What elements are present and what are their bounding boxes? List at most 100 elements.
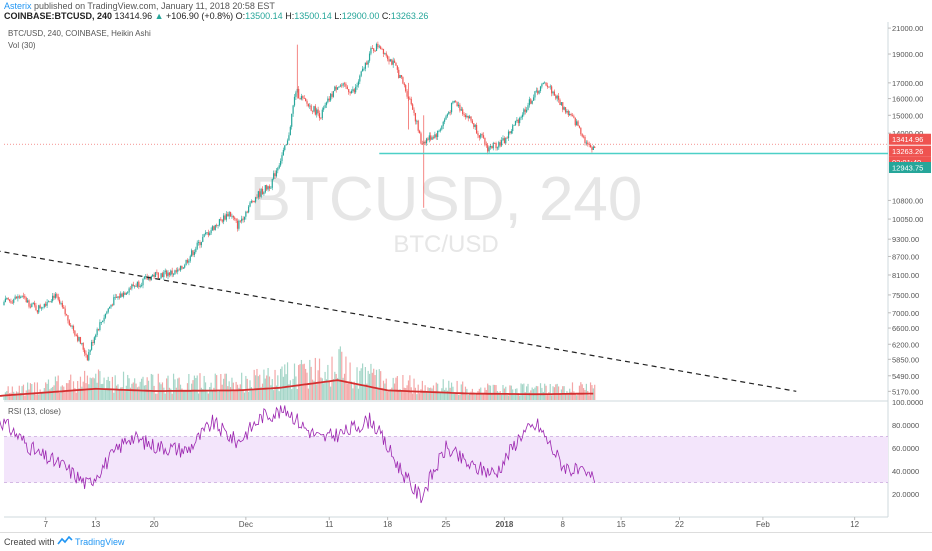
candle-body	[64, 308, 66, 315]
candle-body	[519, 118, 521, 124]
candle-body	[392, 60, 394, 65]
candle-body	[576, 121, 578, 126]
volume-bar	[150, 373, 152, 400]
candle-body	[181, 265, 183, 269]
volume-bar	[341, 351, 343, 400]
candle-body	[10, 300, 12, 303]
volume-bar	[564, 394, 567, 400]
candle-body	[39, 305, 41, 309]
candle-body	[288, 135, 290, 141]
volume-bar	[585, 383, 587, 400]
candle-body	[591, 147, 593, 150]
volume-bar	[96, 382, 98, 400]
rsi-tick-label: 20.0000	[892, 490, 919, 499]
candle-body	[520, 117, 522, 119]
volume-bar	[82, 381, 84, 400]
volume-bar	[154, 393, 157, 400]
candle-body	[256, 197, 258, 199]
rsi-tick-label: 40.0000	[892, 467, 919, 476]
volume-bar	[439, 392, 442, 400]
volume-bar	[250, 387, 253, 400]
candle-body	[29, 306, 32, 308]
candle-body	[471, 120, 474, 124]
candle-body	[86, 355, 88, 361]
candle-body	[348, 89, 350, 93]
change-arrow: ▲	[154, 11, 164, 21]
candle-body	[191, 250, 193, 257]
candle-body	[402, 77, 404, 84]
candle-body	[100, 322, 102, 323]
candle-body	[248, 206, 250, 213]
volume-bar	[306, 372, 308, 400]
candle-body	[42, 306, 44, 308]
candle-body	[521, 114, 524, 118]
candle-body	[496, 147, 499, 149]
volume-bar	[121, 387, 123, 400]
candle-body	[174, 270, 176, 274]
volume-bar	[430, 387, 432, 400]
volume-bar	[254, 375, 257, 400]
candle-body	[197, 242, 200, 243]
time-tick-label: Dec	[239, 520, 253, 529]
candle-body	[93, 337, 95, 343]
candle-body	[157, 272, 159, 279]
candle-body	[134, 285, 136, 287]
candle-body	[453, 101, 455, 102]
volume-bar	[248, 391, 250, 400]
candle-body	[242, 218, 244, 220]
candle-body	[141, 285, 143, 287]
volume-bar	[421, 380, 423, 400]
tradingview-brand[interactable]: TradingView	[75, 537, 125, 547]
volume-bar	[448, 380, 450, 400]
volume-bar	[163, 387, 165, 400]
candle-body	[321, 109, 323, 119]
candle-body	[389, 59, 392, 62]
volume-bar	[549, 383, 551, 400]
close-value: 13263.26	[390, 11, 429, 21]
volume-bar	[334, 371, 336, 400]
candle-body	[285, 144, 287, 146]
candle-body	[57, 296, 59, 300]
candle-body	[264, 185, 266, 193]
candle-body	[182, 267, 184, 269]
time-tick-label: 20	[150, 520, 159, 529]
volume-bar	[418, 393, 421, 400]
candle-body	[52, 295, 54, 301]
price-tick-label: 7000.00	[892, 309, 919, 318]
candle-body	[168, 272, 171, 276]
candle-body	[177, 269, 179, 272]
volume-bar	[323, 383, 325, 400]
volume-bar	[168, 387, 171, 400]
volume-bar	[548, 392, 550, 400]
volume-bar	[542, 391, 544, 400]
volume-bar	[40, 392, 43, 400]
volume-bar	[70, 374, 72, 400]
volume-bar	[120, 387, 122, 400]
volume-bar	[367, 370, 369, 400]
volume-bar	[214, 373, 216, 400]
candle-body	[313, 106, 315, 112]
candle-body	[416, 120, 418, 122]
volume-bar	[594, 384, 596, 400]
candle-body	[474, 125, 476, 128]
volume-bar	[559, 393, 561, 400]
candle-body	[385, 53, 387, 56]
volume-bar	[523, 383, 525, 400]
candle-body	[559, 99, 561, 106]
volume-bar	[175, 387, 177, 400]
candle-body	[71, 325, 73, 327]
volume-bar	[420, 389, 422, 400]
volume-bar	[256, 368, 258, 400]
volume-bar	[182, 390, 184, 400]
volume-bar	[535, 385, 537, 400]
candle-body	[455, 101, 457, 103]
volume-bar	[145, 385, 147, 400]
candle-body	[484, 137, 486, 145]
volume-bar	[207, 393, 209, 400]
close-label: C:	[381, 11, 391, 21]
candle-body	[6, 298, 8, 299]
volume-bar	[469, 392, 471, 400]
author-link[interactable]: Asterix	[4, 1, 32, 11]
candle-body	[528, 99, 530, 106]
